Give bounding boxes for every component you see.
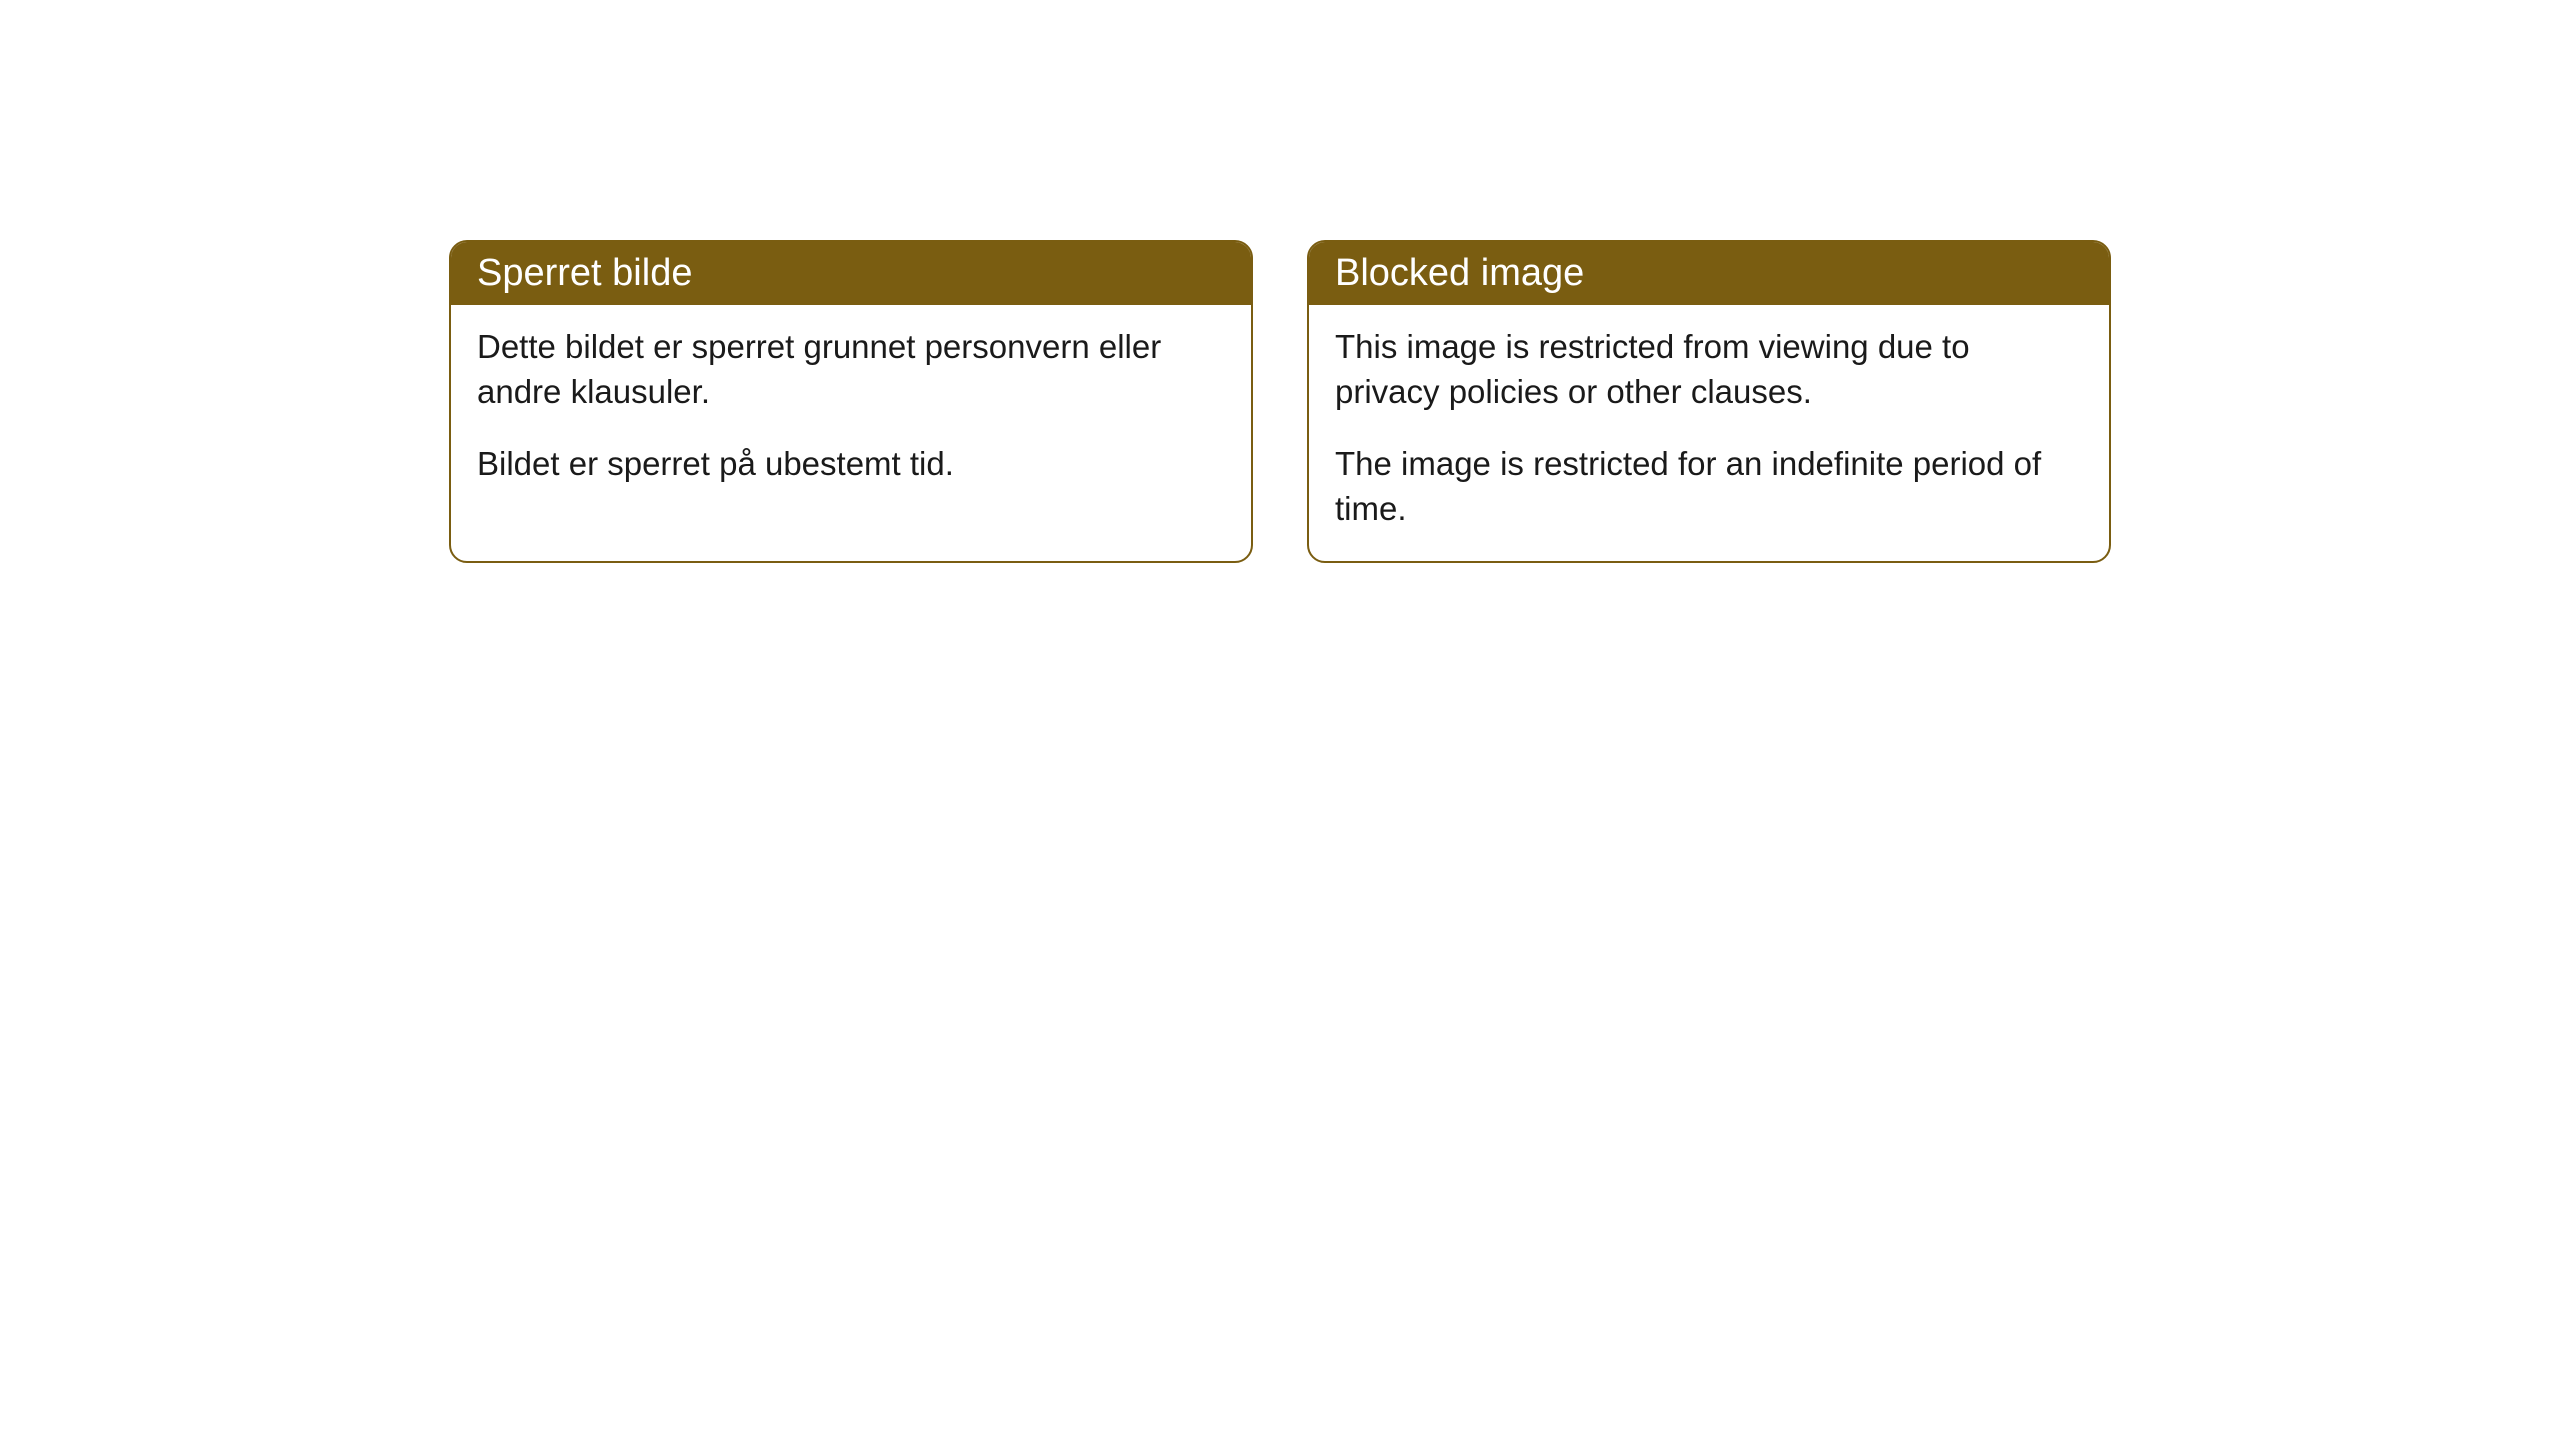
card-paragraph-2-norwegian: Bildet er sperret på ubestemt tid. — [477, 442, 1225, 487]
card-body-english: This image is restricted from viewing du… — [1309, 305, 2109, 561]
card-title-english: Blocked image — [1335, 252, 1584, 294]
card-paragraph-1-norwegian: Dette bildet er sperret grunnet personve… — [477, 325, 1225, 414]
card-body-norwegian: Dette bildet er sperret grunnet personve… — [451, 305, 1251, 517]
card-header-english: Blocked image — [1309, 242, 2109, 305]
card-header-norwegian: Sperret bilde — [451, 242, 1251, 305]
card-paragraph-2-english: The image is restricted for an indefinit… — [1335, 442, 2083, 531]
notice-cards-container: Sperret bilde Dette bildet er sperret gr… — [449, 240, 2111, 563]
card-paragraph-1-english: This image is restricted from viewing du… — [1335, 325, 2083, 414]
blocked-image-card-norwegian: Sperret bilde Dette bildet er sperret gr… — [449, 240, 1253, 563]
blocked-image-card-english: Blocked image This image is restricted f… — [1307, 240, 2111, 563]
card-title-norwegian: Sperret bilde — [477, 252, 692, 294]
